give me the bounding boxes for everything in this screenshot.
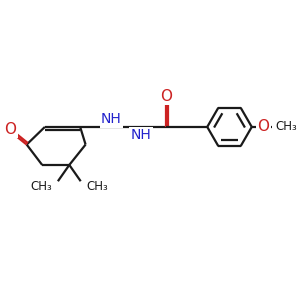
Text: O: O [4,122,16,136]
Text: O: O [160,89,172,104]
Text: O: O [257,119,269,134]
Text: NH: NH [101,112,122,126]
Text: NH: NH [131,128,152,142]
Text: CH₃: CH₃ [86,180,108,193]
Text: CH₃: CH₃ [276,120,297,134]
Text: CH₃: CH₃ [31,180,52,193]
